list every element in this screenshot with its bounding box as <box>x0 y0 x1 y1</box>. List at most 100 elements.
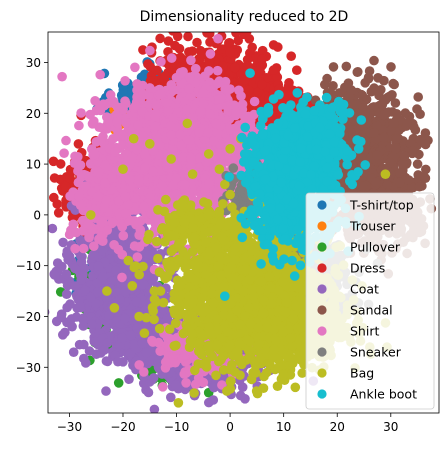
scatter-point <box>353 67 363 77</box>
scatter-point <box>55 159 66 169</box>
scatter-point <box>415 134 426 145</box>
scatter-point <box>389 79 400 90</box>
scatter-point <box>272 72 283 82</box>
scatter-point <box>253 87 264 97</box>
scatter-point <box>412 159 423 169</box>
scatter-point <box>68 347 79 358</box>
scatter-point <box>394 168 405 178</box>
scatter-point <box>254 65 264 76</box>
scatter-point <box>399 151 410 161</box>
scatter-point <box>119 313 130 324</box>
scatter-point <box>171 380 181 390</box>
scatter-point <box>230 62 240 73</box>
scatter-point <box>205 37 215 47</box>
scatter-point <box>117 333 127 343</box>
scatter-point <box>257 79 267 90</box>
scatter-point <box>93 287 103 297</box>
scatter-point <box>208 395 219 405</box>
scatter-point <box>357 90 368 101</box>
scatter-point <box>141 347 152 358</box>
scatter-point <box>137 338 148 349</box>
scatter-point <box>390 144 401 154</box>
scatter-point <box>292 65 302 75</box>
scatter-point <box>70 263 80 274</box>
scatter-point <box>48 223 58 234</box>
scatter-point <box>373 73 383 83</box>
scatter-point <box>390 98 401 108</box>
scatter-point <box>155 33 165 44</box>
scatter-point <box>286 51 297 61</box>
scatter-point <box>242 32 252 37</box>
scatter-point <box>383 107 394 117</box>
scatter-point <box>145 62 156 72</box>
scatter-point <box>145 76 156 86</box>
scatter-point <box>322 73 332 84</box>
scatter-point <box>58 237 68 248</box>
scatter-point <box>61 269 72 280</box>
scatter-point <box>48 156 59 167</box>
scatter-point <box>95 69 105 80</box>
scatter-point <box>247 42 257 53</box>
scatter-point <box>101 356 112 366</box>
scatter-point <box>369 128 380 138</box>
scatter-point <box>172 32 183 42</box>
scatter-point <box>341 61 352 72</box>
scatter-point <box>372 150 382 160</box>
scatter-point <box>132 297 142 307</box>
scatter-point <box>61 289 72 300</box>
scatter-point <box>74 120 84 131</box>
scatter-point <box>138 279 149 290</box>
scatter-point <box>392 134 402 144</box>
scatter-point <box>389 118 399 128</box>
scatter-point <box>397 159 408 169</box>
scatter-point <box>65 299 75 309</box>
scatter-point <box>62 249 72 260</box>
scatter-point <box>413 92 424 102</box>
scatter-point <box>225 47 235 58</box>
scatter-point <box>244 34 255 44</box>
scatter-point <box>114 294 125 305</box>
scatter-point <box>78 314 88 325</box>
scatter-point <box>70 243 80 254</box>
scatter-point <box>113 378 124 388</box>
scatter-point <box>357 181 368 191</box>
scatter-point <box>143 387 154 398</box>
scatter-point <box>102 338 112 348</box>
scatter-point <box>395 177 405 188</box>
scatter-point <box>343 78 354 88</box>
chart-title: Dimensionality reduced to 2D <box>140 9 349 25</box>
scatter-point <box>49 192 59 203</box>
scatter-point <box>160 71 170 81</box>
scatter-point <box>203 57 214 68</box>
scatter-point <box>379 132 389 143</box>
scatter-point <box>56 312 66 323</box>
scatter-point <box>419 171 429 182</box>
scatter-point <box>183 32 193 42</box>
scatter-point <box>369 55 379 66</box>
scatter-point <box>240 75 250 85</box>
scatter-point <box>87 319 97 330</box>
scatter-point <box>61 135 71 146</box>
scatter-point <box>93 261 104 271</box>
scatter-point <box>204 32 215 39</box>
scatter-point <box>402 118 412 129</box>
scatter-point <box>126 330 136 341</box>
scatter-point <box>166 53 177 63</box>
scatter-point <box>224 38 234 48</box>
scatter-point <box>174 43 185 54</box>
scatter-point <box>70 281 80 291</box>
scatter-point <box>77 270 88 281</box>
scatter-point <box>273 42 283 52</box>
scatter-point <box>156 56 166 67</box>
scatter-point <box>404 175 414 185</box>
scatter-point <box>243 85 254 96</box>
scatter-point <box>371 177 381 187</box>
scatter-point <box>231 32 241 38</box>
scatter-point <box>284 78 294 88</box>
scatter-point <box>192 37 202 48</box>
scatter-point <box>98 272 108 282</box>
scatter-point <box>73 139 84 149</box>
scatter-point <box>101 386 111 396</box>
scatter-point <box>216 44 227 54</box>
scatter-point <box>84 346 95 356</box>
